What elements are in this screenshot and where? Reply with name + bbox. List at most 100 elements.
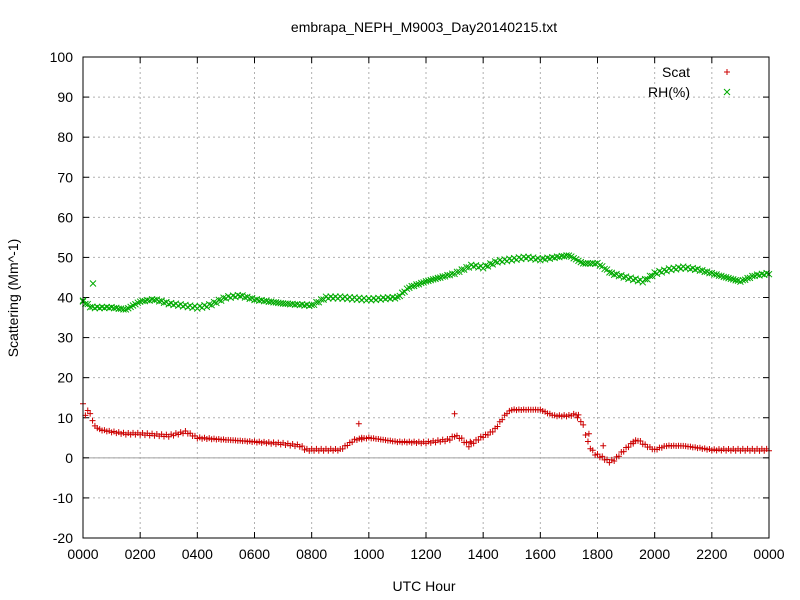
y-tick-label: 10 xyxy=(57,410,73,426)
data-point xyxy=(615,453,622,460)
x-tick-label: 1000 xyxy=(353,546,384,562)
data-point xyxy=(582,432,589,439)
data-point xyxy=(610,271,618,279)
data-point xyxy=(470,440,477,447)
data-point xyxy=(720,273,728,281)
y-tick-label: 0 xyxy=(65,450,73,466)
data-point xyxy=(489,428,496,435)
data-point xyxy=(205,300,213,308)
data-point xyxy=(84,407,91,414)
legend-label-rh: RH(%) xyxy=(648,84,690,100)
data-point xyxy=(358,434,365,441)
data-point xyxy=(584,438,591,445)
x-tick-label: 2200 xyxy=(696,546,727,562)
data-point xyxy=(463,439,470,446)
data-point xyxy=(89,417,96,424)
x-tick-labels: 0000 0200 0400 0600 0800 1000 1200 1400 1600 1800… xyxy=(67,546,784,562)
data-point xyxy=(722,274,730,281)
data-point xyxy=(317,296,325,303)
x-tick-label: 0600 xyxy=(239,546,270,562)
data-point xyxy=(574,414,581,421)
data-point xyxy=(596,262,604,269)
y-tick-label: 60 xyxy=(57,209,73,225)
data-point xyxy=(458,266,466,273)
data-point xyxy=(739,276,747,284)
data-point xyxy=(484,432,491,439)
data-point xyxy=(208,301,215,309)
data-point xyxy=(463,263,470,271)
data-point xyxy=(646,272,654,280)
data-point xyxy=(246,295,254,303)
y-tick-label: 90 xyxy=(57,89,73,105)
data-point xyxy=(482,262,489,269)
data-point xyxy=(417,279,425,287)
data-point xyxy=(339,445,346,452)
data-point xyxy=(696,267,704,275)
data-point xyxy=(451,410,458,417)
x-tick-label: 0200 xyxy=(125,546,156,562)
x-tick-label: 1200 xyxy=(410,546,441,562)
data-point xyxy=(630,438,637,445)
data-point xyxy=(434,274,442,282)
data-point xyxy=(744,274,751,282)
data-point xyxy=(465,443,472,450)
y-axis-label: Scattering (Mm^-1) xyxy=(5,239,21,358)
data-point xyxy=(439,273,447,280)
data-point xyxy=(313,298,320,306)
data-point xyxy=(151,296,158,304)
data-point xyxy=(589,447,596,454)
y-tick-label: 40 xyxy=(57,290,73,306)
data-point xyxy=(84,300,92,308)
data-point xyxy=(408,282,416,290)
data-point xyxy=(577,418,584,425)
data-point xyxy=(241,294,249,301)
x-tick-label: 0400 xyxy=(182,546,213,562)
data-point xyxy=(641,275,649,283)
data-point xyxy=(413,281,420,288)
data-point xyxy=(565,252,573,260)
x-tick-label: 1800 xyxy=(582,546,613,562)
data-point xyxy=(215,296,223,304)
series-rh xyxy=(79,252,773,313)
data-point xyxy=(611,457,618,464)
data-point xyxy=(706,269,713,277)
data-point xyxy=(600,442,607,449)
data-point xyxy=(160,299,168,307)
y-tick-label: 20 xyxy=(57,370,73,386)
data-point xyxy=(639,278,647,286)
legend-marker-rh xyxy=(723,88,731,96)
y-tick-label: 80 xyxy=(57,129,73,145)
data-point xyxy=(637,438,644,445)
data-point xyxy=(299,443,306,450)
data-point xyxy=(427,276,435,284)
data-point xyxy=(429,276,437,283)
data-points xyxy=(79,252,773,466)
data-point xyxy=(748,272,756,280)
data-point xyxy=(715,272,723,280)
x-tick-label: 1400 xyxy=(468,546,499,562)
data-point xyxy=(591,260,599,268)
series-scat xyxy=(80,400,772,466)
data-point xyxy=(620,448,627,455)
legend: Scat RH(%) xyxy=(648,64,731,100)
data-point xyxy=(425,277,432,285)
y-tick-label: 30 xyxy=(57,330,73,346)
x-axis-label: UTC Hour xyxy=(392,578,455,594)
chart-title: embrapa_NEPH_M9003_Day20140215.txt xyxy=(291,19,557,35)
data-point xyxy=(599,453,606,460)
data-point xyxy=(615,272,623,280)
data-point xyxy=(87,410,94,417)
x-tick-label: 0000 xyxy=(67,546,98,562)
y-tick-label: 50 xyxy=(57,249,73,265)
x-tick-label: 2000 xyxy=(639,546,670,562)
x-tick-label: 0000 xyxy=(753,546,784,562)
y-tick-label: 100 xyxy=(50,49,74,65)
data-point xyxy=(422,278,430,285)
data-point xyxy=(236,292,244,300)
data-point xyxy=(475,437,482,444)
data-point xyxy=(210,298,218,306)
x-tick-label: 0800 xyxy=(296,546,327,562)
data-point xyxy=(220,294,227,302)
data-point xyxy=(494,423,501,430)
data-point xyxy=(606,268,613,276)
